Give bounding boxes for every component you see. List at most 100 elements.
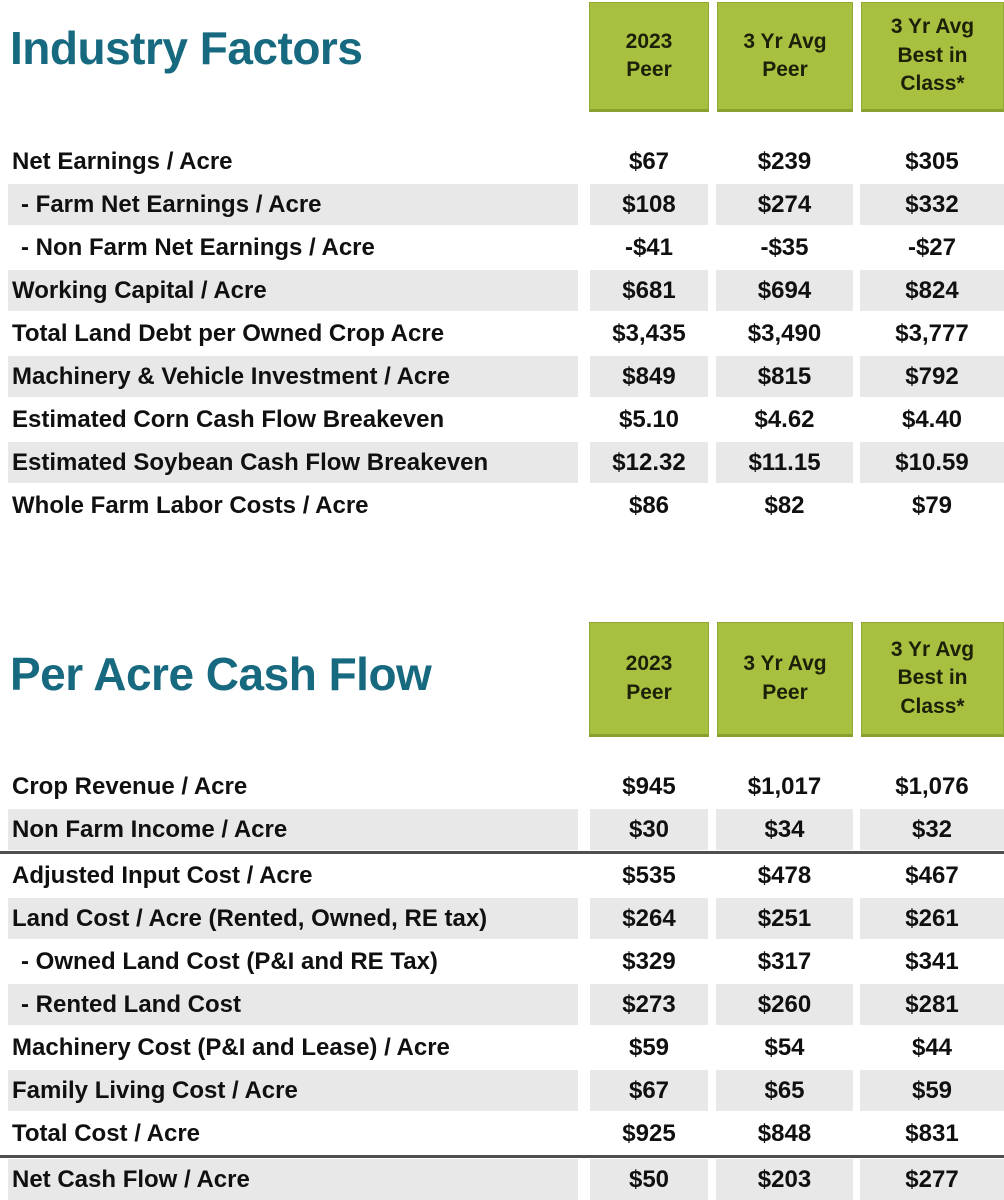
table-row: Crop Revenue / Acre $945 $1,017 $1,076: [0, 765, 1004, 808]
value-cell: $10.59: [860, 442, 1004, 483]
value-cell: $694: [716, 270, 853, 311]
industry-factors-rows: Net Earnings / Acre $67 $239 $305 - Farm…: [0, 140, 1004, 527]
table-row: Non Farm Income / Acre $30 $34 $32: [0, 808, 1004, 851]
value-cell: -$27: [907, 233, 957, 261]
value-cell: $478: [757, 861, 812, 889]
column-header-2023-peer: 2023 Peer: [589, 2, 709, 112]
row-label: Whole Farm Labor Costs / Acre: [12, 491, 369, 519]
row-label: Total Cost / Acre: [12, 1119, 201, 1147]
value-cell: $535: [622, 861, 676, 889]
value-cell: $281: [860, 984, 1004, 1025]
table-row: - Non Farm Net Earnings / Acre -$41 -$35…: [0, 226, 1004, 269]
row-label: Estimated Corn Cash Flow Breakeven: [12, 405, 445, 433]
column-header-3yr-avg-best-in-class: 3 Yr Avg Best in Class*: [861, 622, 1004, 737]
row-label: Working Capital / Acre: [8, 270, 578, 311]
table-row: Machinery Cost (P&I and Lease) / Acre $5…: [0, 1026, 1004, 1069]
page-title: Industry Factors: [10, 22, 363, 74]
table-row: Adjusted Input Cost / Acre $535 $478 $46…: [0, 854, 1004, 897]
value-cell: $4.62: [754, 405, 815, 433]
value-cell: $34: [716, 809, 853, 850]
row-label: - Owned Land Cost (P&I and RE Tax): [21, 947, 438, 975]
value-cell: $12.32: [590, 442, 708, 483]
value-cell: $251: [716, 898, 853, 939]
per-acre-cash-flow-rows: Crop Revenue / Acre $945 $1,017 $1,076 N…: [0, 765, 1004, 1200]
value-cell: $274: [716, 184, 853, 225]
value-cell: $44: [911, 1033, 953, 1061]
row-label: Land Cost / Acre (Rented, Owned, RE tax): [8, 898, 578, 939]
value-cell: $849: [590, 356, 708, 397]
row-label: - Rented Land Cost: [8, 984, 578, 1025]
row-label: Net Cash Flow / Acre: [8, 1159, 578, 1200]
value-cell: $273: [590, 984, 708, 1025]
row-label: - Farm Net Earnings / Acre: [8, 184, 578, 225]
table-row: Total Land Debt per Owned Crop Acre $3,4…: [0, 312, 1004, 355]
value-cell: $59: [628, 1033, 670, 1061]
value-cell: $203: [716, 1159, 853, 1200]
value-cell: $32: [860, 809, 1004, 850]
table-row: Whole Farm Labor Costs / Acre $86 $82 $7…: [0, 484, 1004, 527]
value-cell: $30: [590, 809, 708, 850]
value-cell: $50: [590, 1159, 708, 1200]
row-label: Machinery Cost (P&I and Lease) / Acre: [12, 1033, 450, 1061]
value-cell: $277: [860, 1159, 1004, 1200]
row-label: Net Earnings / Acre: [12, 147, 233, 175]
row-label: Crop Revenue / Acre: [12, 772, 248, 800]
value-cell: $5.10: [618, 405, 680, 433]
value-cell: $86: [628, 491, 670, 519]
value-cell: $681: [590, 270, 708, 311]
table-row: Family Living Cost / Acre $67 $65 $59: [0, 1069, 1004, 1112]
table-row: Estimated Corn Cash Flow Breakeven $5.10…: [0, 398, 1004, 441]
row-label: Family Living Cost / Acre: [8, 1070, 578, 1111]
value-cell: $79: [911, 491, 953, 519]
value-cell: $261: [860, 898, 1004, 939]
value-cell: $341: [905, 947, 959, 975]
value-cell: $3,435: [612, 319, 686, 347]
total-divider: [0, 1155, 1004, 1158]
table-row: Land Cost / Acre (Rented, Owned, RE tax)…: [0, 897, 1004, 940]
row-label: Adjusted Input Cost / Acre: [12, 861, 313, 889]
value-cell: $4.40: [901, 405, 963, 433]
table-row: Working Capital / Acre $681 $694 $824: [0, 269, 1004, 312]
value-cell: $67: [590, 1070, 708, 1111]
value-cell: $67: [628, 147, 670, 175]
column-header-3yr-avg-peer: 3 Yr Avg Peer: [717, 622, 853, 737]
row-label: Estimated Soybean Cash Flow Breakeven: [8, 442, 578, 483]
value-cell: $945: [622, 772, 676, 800]
row-label: Non Farm Income / Acre: [8, 809, 578, 850]
row-label: Total Land Debt per Owned Crop Acre: [12, 319, 445, 347]
value-cell: -$41: [624, 233, 674, 261]
row-label: Machinery & Vehicle Investment / Acre: [8, 356, 578, 397]
table-row: - Owned Land Cost (P&I and RE Tax) $329 …: [0, 940, 1004, 983]
value-cell: $3,490: [747, 319, 822, 347]
value-cell: $815: [716, 356, 853, 397]
value-cell: $1,017: [747, 772, 822, 800]
value-cell: $467: [905, 861, 959, 889]
value-cell: $54: [764, 1033, 805, 1061]
table-row: Estimated Soybean Cash Flow Breakeven $1…: [0, 441, 1004, 484]
subtotal-divider: [0, 851, 1004, 854]
table-row: Net Cash Flow / Acre $50 $203 $277: [0, 1158, 1004, 1200]
column-header-3yr-avg-peer: 3 Yr Avg Peer: [717, 2, 853, 112]
column-header-3yr-avg-best-in-class: 3 Yr Avg Best in Class*: [861, 2, 1004, 112]
value-cell: $792: [860, 356, 1004, 397]
value-cell: $848: [757, 1119, 812, 1147]
table-row: Total Cost / Acre $925 $848 $831: [0, 1112, 1004, 1155]
value-cell: $65: [716, 1070, 853, 1111]
row-label: - Non Farm Net Earnings / Acre: [21, 233, 375, 261]
value-cell: $59: [860, 1070, 1004, 1111]
table-row: - Rented Land Cost $273 $260 $281: [0, 983, 1004, 1026]
table-row: Net Earnings / Acre $67 $239 $305: [0, 140, 1004, 183]
value-cell: $82: [764, 491, 805, 519]
value-cell: $264: [590, 898, 708, 939]
table-row: Machinery & Vehicle Investment / Acre $8…: [0, 355, 1004, 398]
value-cell: $239: [757, 147, 812, 175]
column-header-2023-peer: 2023 Peer: [589, 622, 709, 737]
value-cell: $3,777: [895, 319, 969, 347]
table-row: - Farm Net Earnings / Acre $108 $274 $33…: [0, 183, 1004, 226]
value-cell: $11.15: [716, 442, 853, 483]
value-cell: $108: [590, 184, 708, 225]
value-cell: $329: [622, 947, 676, 975]
value-cell: $260: [716, 984, 853, 1025]
value-cell: $831: [905, 1119, 959, 1147]
